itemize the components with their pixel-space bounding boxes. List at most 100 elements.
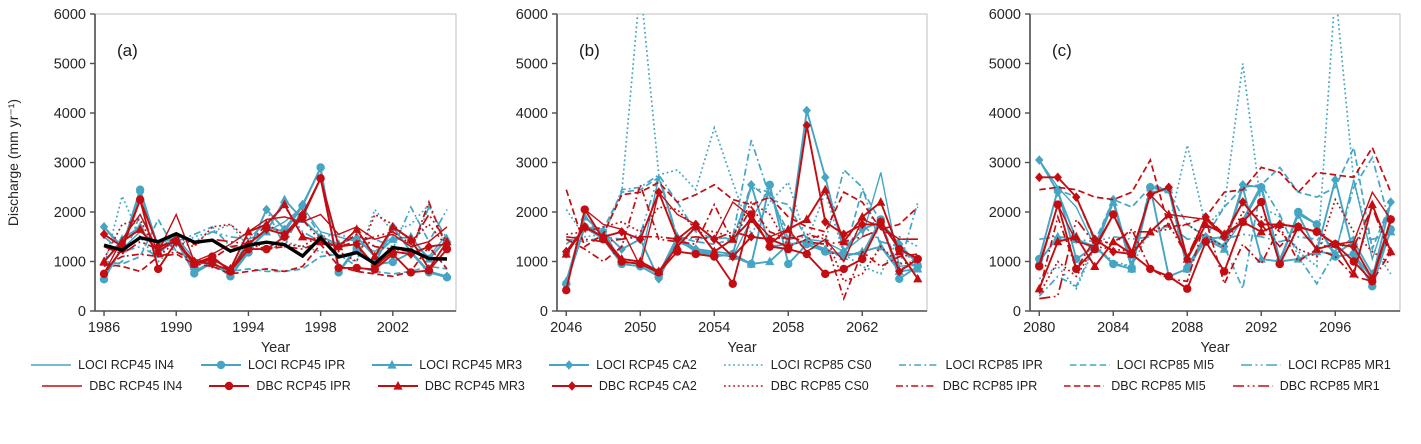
legend-item: DBC RCP85 MR1: [1232, 379, 1380, 393]
legend-item: DBC RCP85 MI5: [1063, 379, 1206, 393]
legend-label: DBC RCP45 MR3: [424, 379, 525, 393]
x-tick-label: 2088: [1171, 320, 1203, 336]
series-line-dbc-rcp85-mr1: [1039, 200, 1392, 300]
x-tick-label: 2058: [772, 320, 804, 336]
series-line-loci-rcp85-cs0: [1038, 14, 1392, 291]
legend-label: DBC RCP85 IPR: [942, 379, 1038, 393]
y-tick-label: 3000: [989, 156, 1021, 172]
legend-item: DBC RCP45 IN4: [41, 379, 182, 393]
legend-swatch-solid-icon: [42, 385, 83, 387]
legend-item: DBC RCP45 CA2: [551, 379, 697, 393]
chart-legend: LOCI RCP45 IN4 LOCI RCP45 IPR LOCI RCP45 M…: [0, 358, 1421, 393]
legend-swatch-longdashdotdot-icon: [1232, 385, 1273, 387]
legend-row-loci: LOCI RCP45 IN4 LOCI RCP45 IPR LOCI RCP45 M…: [30, 358, 1391, 372]
series-line-dbc-rcp85-cs0: [103, 213, 448, 263]
x-tick-label: 2084: [1097, 320, 1129, 336]
series-markers-loci-rcp45-ipr: [99, 163, 452, 284]
series-line-dbc-rcp85-mi5: [1039, 145, 1392, 228]
y-tick-label: 4000: [54, 106, 86, 122]
series-group: [561, 14, 923, 302]
series-group: [99, 163, 452, 284]
legend-label: LOCI RCP45 IPR: [247, 358, 346, 372]
legend-swatch-solid-circle-icon: [200, 360, 241, 370]
legend-label: LOCI RCP45 CA2: [596, 358, 697, 372]
legend-label: DBC RCP85 CS0: [770, 379, 869, 393]
legend-item: DBC RCP45 IPR: [208, 379, 351, 393]
series-line-dbc-rcp85-cs0: [1038, 197, 1392, 295]
legend-swatch-solid-triangle-icon: [377, 381, 418, 390]
series-line-dbc-rcp85-ipr: [1038, 213, 1392, 292]
legend-label: DBC RCP85 MR1: [1279, 379, 1380, 393]
discharge-panels-chart: 0 1000 2000 3000 4000 5000 6000 1986 1990 1994 199…: [5, 7, 1401, 356]
y-tick-label: 6000: [989, 7, 1021, 23]
x-axis-title: Year: [1200, 340, 1229, 356]
legend-swatch-solid-icon: [31, 364, 72, 366]
y-tick-label: 2000: [54, 205, 86, 221]
legend-item: LOCI RCP45 MR3: [371, 358, 522, 372]
series-markers-dbc-rcp45-ca2: [1035, 172, 1395, 284]
x-tick-label: 2002: [377, 320, 409, 336]
legend-swatch-solid-diamond-icon: [549, 360, 590, 370]
legend-swatch-dot-icon: [723, 385, 764, 387]
panel-b: 0 1000 2000 3000 4000 5000 6000 2046 2050 2054 205…: [516, 7, 928, 356]
x-axis-title: Year: [261, 340, 290, 356]
x-tick-label: 1998: [304, 320, 336, 336]
x-tick-label: 2080: [1023, 320, 1055, 336]
y-tick-label: 0: [78, 304, 86, 320]
y-tick-label: 5000: [54, 57, 86, 73]
x-tick-label: 2050: [624, 320, 656, 336]
panel-label: (c): [1052, 41, 1072, 60]
y-tick-label: 6000: [516, 7, 548, 23]
series-line-loci-rcp85-mi5: [565, 175, 919, 285]
y-tick-label: 5000: [516, 57, 548, 73]
series-markers-loci-rcp45-ca2: [99, 163, 452, 282]
legend-item: DBC RCP85 CS0: [723, 379, 869, 393]
series-line-dbc-rcp85-mr1: [566, 228, 918, 246]
legend-swatch-solid-triangle-icon: [372, 360, 413, 369]
y-tick-label: 6000: [54, 7, 86, 23]
x-tick-label: 2046: [550, 320, 582, 336]
legend-label: LOCI RCP85 MR1: [1288, 358, 1391, 372]
legend-label: LOCI RCP85 IPR: [945, 358, 1043, 372]
y-tick-label: 3000: [54, 156, 86, 172]
x-tick-label: 2062: [846, 320, 878, 336]
panel-a: 0 1000 2000 3000 4000 5000 6000 1986 1990 1994 199…: [5, 7, 457, 356]
panel-c: 0 1000 2000 3000 4000 5000 6000 2080 2084 2088 209…: [989, 7, 1401, 356]
plot-frame: [94, 13, 457, 312]
legend-swatch-dash-icon: [1064, 385, 1105, 387]
legend-row-dbc: DBC RCP45 IN4 DBC RCP45 IPR DBC RCP45 MR3 D…: [41, 379, 1380, 393]
y-tick-label: 4000: [989, 106, 1021, 122]
legend-swatch-dot-icon: [723, 364, 764, 366]
y-tick-label: 3000: [516, 156, 548, 172]
y-tick-label: 2000: [989, 205, 1021, 221]
legend-swatch-longdashdotdot-icon: [1241, 364, 1282, 366]
panel-label: (b): [579, 41, 600, 60]
series-line-loci-rcp85-mi5: [1038, 144, 1392, 260]
legend-item: LOCI RCP85 MI5: [1069, 358, 1214, 372]
y-axis-title: Discharge (mm yr⁻¹): [5, 99, 21, 226]
series-line-dbc-rcp85-mr1: [103, 212, 448, 256]
series-line-loci-rcp85-mi5: [103, 217, 448, 275]
y-tick-label: 0: [540, 304, 548, 320]
legend-item: DBC RCP85 IPR: [895, 379, 1037, 393]
y-tick-label: 1000: [989, 255, 1021, 271]
panel-label: (a): [117, 41, 138, 60]
x-tick-label: 1986: [88, 320, 120, 336]
legend-label: LOCI RCP85 CS0: [770, 358, 872, 372]
legend-label: DBC RCP45 IPR: [256, 379, 351, 393]
legend-item: LOCI RCP85 MR1: [1240, 358, 1391, 372]
series-line-dbc-rcp85-mi5: [103, 242, 448, 278]
y-tick-label: 1000: [54, 255, 86, 271]
series-markers-dbc-rcp45-ca2: [562, 120, 922, 277]
series-line-observed: [103, 231, 448, 266]
legend-item: LOCI RCP85 IPR: [898, 358, 1043, 372]
legend-label: LOCI RCP45 MR3: [419, 358, 523, 372]
series-line-dbc-rcp45-mr3: [565, 187, 919, 280]
legend-label: DBC RCP45 CA2: [598, 379, 697, 393]
legend-swatch-dashdot-icon: [895, 385, 936, 387]
y-tick-label: 0: [1013, 304, 1021, 320]
series-line-loci-rcp85-ipr: [565, 139, 919, 269]
legend-label: DBC RCP85 MI5: [1111, 379, 1206, 393]
legend-label: LOCI RCP85 MI5: [1116, 358, 1215, 372]
